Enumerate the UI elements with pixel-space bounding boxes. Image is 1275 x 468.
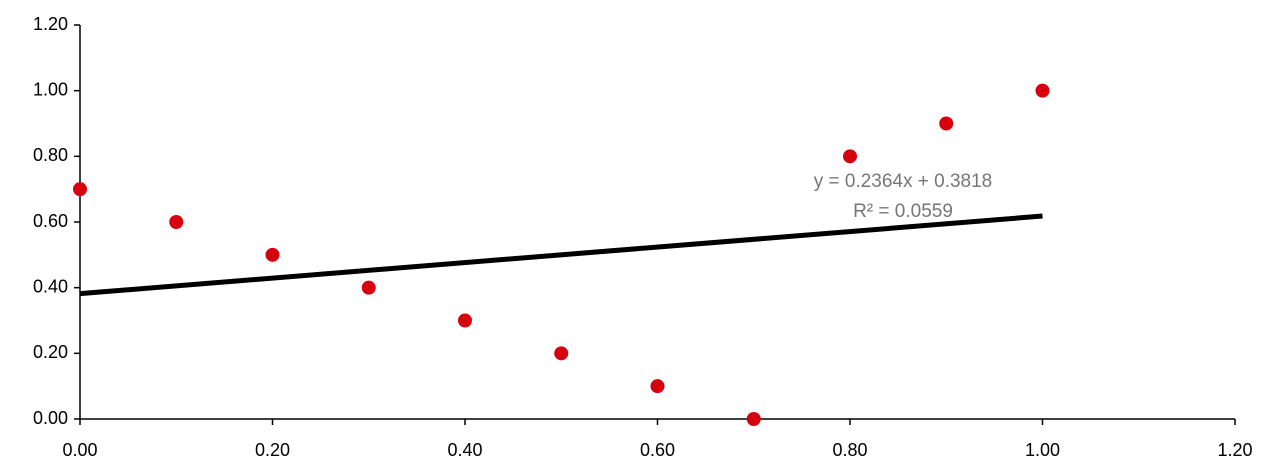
- x-tick-label: 0.80: [832, 440, 867, 460]
- trendline: [79, 213, 1043, 297]
- point: [265, 247, 280, 262]
- point: [1035, 83, 1050, 98]
- x-tick-label: 0.60: [640, 440, 675, 460]
- y-tick-label: 0.00: [33, 408, 68, 428]
- point: [746, 412, 761, 426]
- x-tick-label: 1.20: [1217, 440, 1252, 460]
- x-tick-label: 0.20: [255, 440, 290, 460]
- x-tick-label: 0.00: [62, 440, 97, 460]
- point: [361, 280, 376, 295]
- point: [169, 215, 184, 229]
- point: [939, 116, 954, 131]
- x-tick-label: 0.40: [447, 440, 482, 460]
- trendline-r-squared: R² = 0.0559: [853, 201, 953, 222]
- y-tick-label: 0.80: [33, 145, 68, 165]
- trendline-equation: y = 0.2364x + 0.3818: [814, 171, 993, 192]
- y-tick-label: 0.60: [33, 211, 68, 231]
- y-tick-label: 1.20: [33, 14, 68, 34]
- point: [458, 313, 472, 328]
- y-tick-label: 0.40: [33, 276, 68, 296]
- point: [73, 182, 87, 197]
- y-tick-label: 0.20: [33, 342, 68, 362]
- y-tick-label: 1.00: [33, 79, 68, 99]
- point: [843, 149, 857, 164]
- point: [554, 346, 569, 361]
- point: [650, 379, 665, 394]
- x-tick-label: 1.00: [1025, 440, 1060, 460]
